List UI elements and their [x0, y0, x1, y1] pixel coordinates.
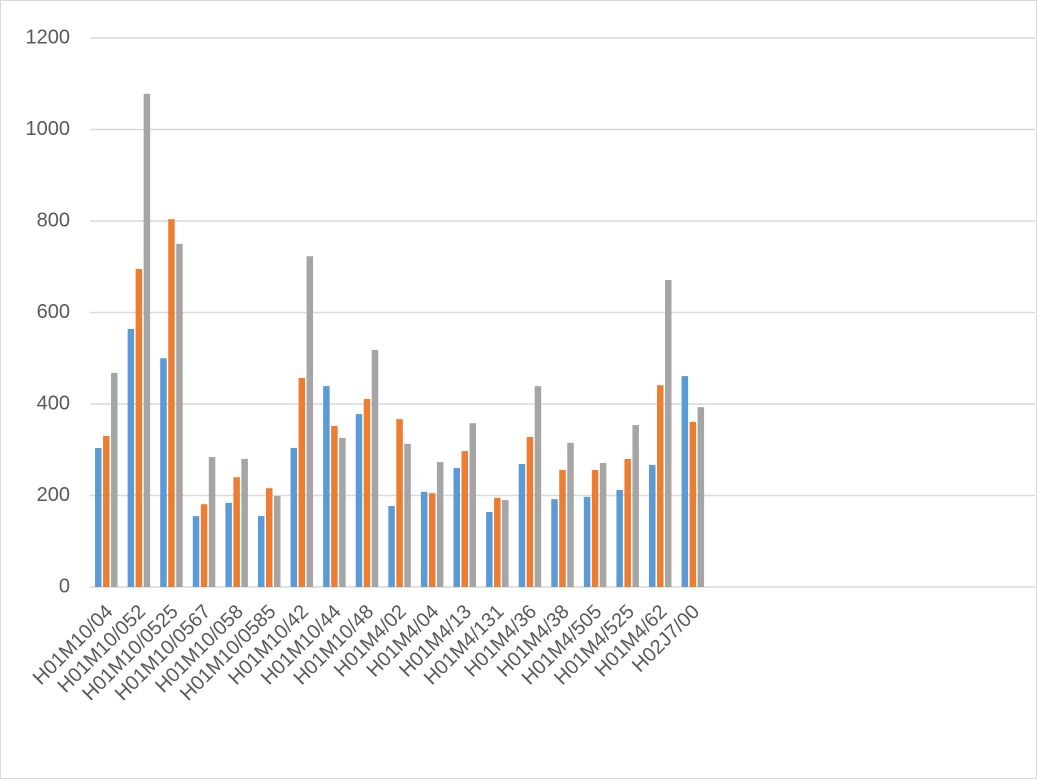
bar	[591, 469, 599, 587]
bar	[681, 376, 689, 587]
y-tick-label: 0	[59, 575, 70, 597]
bar	[273, 495, 281, 587]
bar	[632, 425, 639, 587]
bar	[111, 372, 118, 587]
bar	[363, 398, 371, 587]
bar	[559, 469, 566, 587]
bar	[420, 491, 428, 587]
y-tick-label: 1000	[26, 118, 71, 140]
bar	[665, 280, 672, 587]
bar	[657, 385, 664, 587]
bar	[355, 414, 363, 587]
bar	[494, 497, 501, 587]
bar	[649, 464, 656, 587]
bar	[323, 386, 330, 587]
y-tick-label: 200	[37, 484, 70, 506]
bar	[551, 499, 558, 587]
bar	[200, 504, 208, 587]
bar	[599, 463, 607, 587]
bar	[518, 463, 526, 587]
bar	[583, 496, 591, 587]
bar	[486, 511, 493, 587]
bar	[396, 419, 403, 587]
bar	[339, 437, 346, 587]
bar	[103, 436, 110, 587]
bar	[697, 407, 705, 587]
bar	[624, 458, 631, 587]
bar	[233, 477, 240, 587]
bar	[331, 425, 338, 587]
bar	[265, 488, 273, 587]
bar	[176, 243, 183, 587]
bar	[298, 377, 306, 587]
y-tick-label: 400	[37, 392, 70, 414]
bar	[453, 468, 460, 587]
bar	[225, 502, 232, 587]
bar	[143, 93, 151, 587]
bar	[371, 350, 379, 587]
bar	[168, 219, 175, 588]
bar	[502, 500, 509, 587]
bar	[428, 493, 436, 587]
bar	[436, 462, 444, 587]
y-tick-label: 600	[37, 301, 70, 323]
bar	[160, 358, 167, 587]
bar	[135, 269, 143, 587]
bar	[192, 516, 200, 587]
bar	[241, 458, 248, 587]
bar	[95, 447, 102, 587]
bar	[388, 506, 395, 587]
bar	[306, 256, 314, 587]
bar	[257, 516, 265, 587]
bar	[534, 386, 542, 587]
bar	[469, 423, 476, 587]
bar	[567, 442, 574, 587]
y-tick-label: 800	[37, 209, 70, 231]
bar	[127, 328, 135, 587]
bar	[461, 451, 468, 587]
bar	[208, 457, 216, 587]
bar	[616, 490, 623, 587]
bar	[526, 436, 534, 587]
y-tick-label: 1200	[26, 26, 71, 48]
bar	[689, 421, 697, 587]
bar	[404, 443, 411, 587]
bar	[290, 447, 298, 587]
